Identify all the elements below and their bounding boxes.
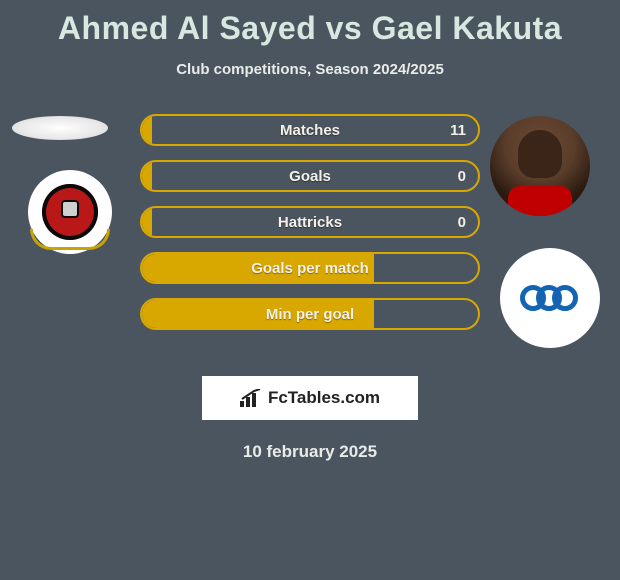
club-right-badge (500, 248, 600, 348)
stat-value-right: 0 (458, 162, 466, 190)
stat-value-right: 0 (458, 208, 466, 236)
stat-label: Hattricks (142, 208, 478, 236)
stat-label: Goals per match (142, 254, 478, 282)
stat-bar-min-per-goal: Min per goal (140, 298, 480, 330)
stat-label: Goals (142, 162, 478, 190)
comparison-panel: Matches 11 Goals 0 Hattricks 0 Goals per… (0, 108, 620, 368)
stat-bars: Matches 11 Goals 0 Hattricks 0 Goals per… (140, 114, 480, 344)
stat-value-right: 11 (450, 116, 466, 144)
player-right-avatar (490, 116, 590, 216)
date-label: 10 february 2025 (0, 442, 620, 462)
chart-icon (240, 389, 262, 407)
watermark-text: FcTables.com (268, 388, 380, 408)
stat-bar-goals-per-match: Goals per match (140, 252, 480, 284)
stat-bar-goals: Goals 0 (140, 160, 480, 192)
stat-bar-matches: Matches 11 (140, 114, 480, 146)
stat-bar-hattricks: Hattricks 0 (140, 206, 480, 238)
page-title: Ahmed Al Sayed vs Gael Kakuta (0, 0, 620, 47)
stat-label: Matches (142, 116, 478, 144)
stat-label: Min per goal (142, 300, 478, 328)
watermark: FcTables.com (202, 376, 418, 420)
club-left-badge (28, 170, 112, 254)
subtitle: Club competitions, Season 2024/2025 (0, 61, 620, 78)
player-left-avatar (12, 116, 108, 140)
